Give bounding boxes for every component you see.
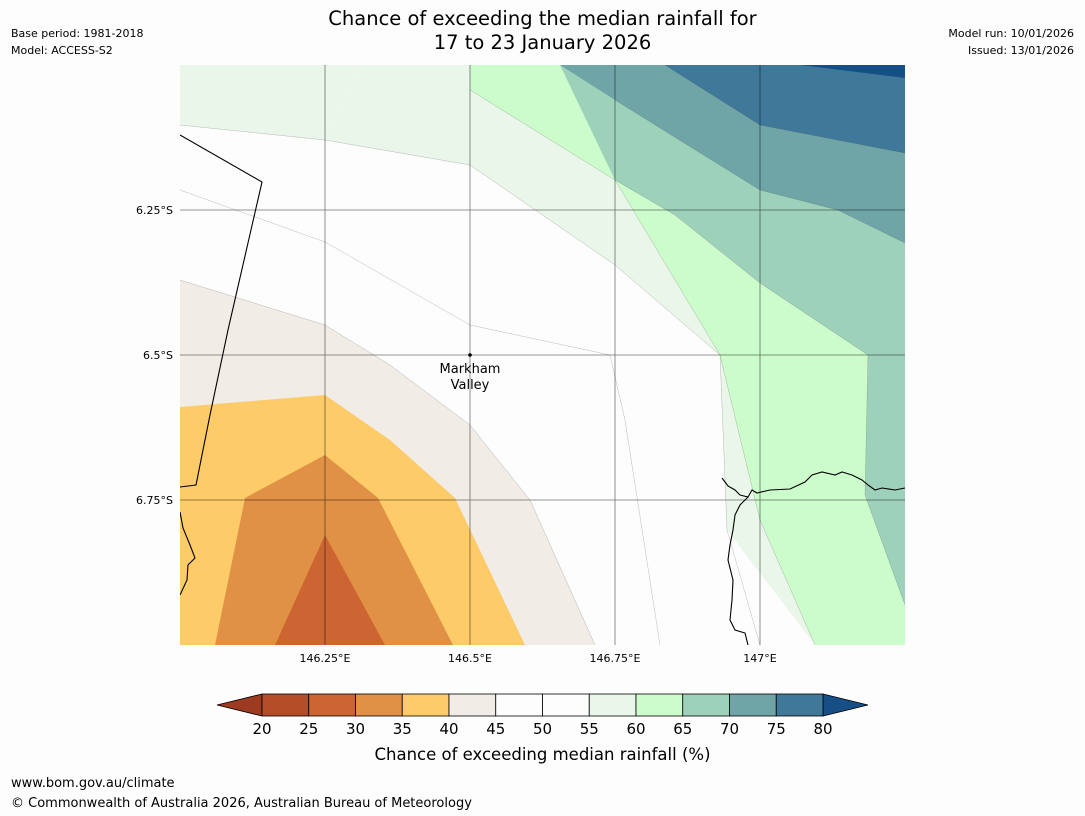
colorbar-tick: 30 [346,720,365,738]
lat-label: 6.75°S [136,494,173,507]
provincial-border [180,134,263,488]
lon-label: 146.25°E [300,652,351,665]
colorbar-tick: 20 [252,720,271,738]
colorbar-tick: 50 [533,720,552,738]
east-coast [727,496,749,645]
map-title-line-1: Chance of exceeding the median rainfall … [328,7,757,30]
meta-right: Model run: 10/01/2026 Issued: 13/01/2026 [948,25,1074,59]
colorbar-bin [401,693,450,717]
colorbar-bin [308,693,356,717]
colorbar-over-arrow [822,693,869,717]
colorbar-bin [635,693,684,717]
colorbar-bin [448,693,497,717]
colorbar-bin [775,693,824,717]
band-55-60-west [180,65,360,140]
longitude-labels: 146.25°E 146.5°E 146.75°E 147°E [300,652,777,665]
lat-label: 6.25°S [136,204,173,217]
colorbar-tick: 55 [580,720,599,738]
colorbar: 20 25 30 35 40 45 50 55 60 65 70 75 80 [216,693,869,738]
coastline-and-border [180,134,905,645]
footer-copyright: © Commonwealth of Australia 2026, Austra… [11,796,472,811]
meta-left: Base period: 1981-2018 Model: ACCESS-S2 [11,25,143,59]
colorbar-tick: 65 [673,720,692,738]
huon-gulf-coast [721,471,905,498]
colorbar-bin [542,693,590,717]
lat-label: 6.5°S [143,349,173,362]
band-25-30 [275,535,385,645]
colorbar-tick: 70 [720,720,739,738]
band-75-80 [665,65,905,153]
colorbar-bin [682,693,730,717]
latitude-labels: 6.25°S 6.5°S 6.75°S [136,204,173,507]
colorbar-under-arrow [216,693,263,717]
gridlines [180,65,905,645]
colorbar-tick: 60 [626,720,645,738]
colorbar-bin [729,693,777,717]
map-title-line-2: 17 to 23 January 2026 [433,31,652,54]
model-name: Model: ACCESS-S2 [11,44,113,57]
place-label-line-1: Markham [440,362,501,377]
markham-valley-marker [468,353,472,357]
lon-label: 146.5°E [448,652,492,665]
band-30-35 [215,455,453,645]
colorbar-tick: 75 [767,720,786,738]
colorbar-tick: 25 [299,720,318,738]
issued-date: Issued: 13/01/2026 [967,44,1074,57]
band-over-80 [800,65,905,78]
colorbar-title: Chance of exceeding median rainfall (%) [374,745,711,764]
colorbar-tick: 35 [393,720,412,738]
colorbar-bin [355,693,403,717]
place-label-line-2: Valley [451,378,490,393]
colorbar-bin [261,693,310,717]
model-run: Model run: 10/01/2026 [948,27,1074,40]
colorbar-bin [495,693,543,717]
colorbar-bin [588,693,637,717]
base-period: Base period: 1981-2018 [11,27,144,40]
colorbar-tick: 40 [439,720,458,738]
colorbar-tick: 45 [486,720,505,738]
colorbar-tick: 80 [813,720,832,738]
footer-url: www.bom.gov.au/climate [11,776,175,791]
lon-label: 147°E [743,652,776,665]
west-coast [180,511,196,596]
lon-label: 146.75°E [590,652,641,665]
